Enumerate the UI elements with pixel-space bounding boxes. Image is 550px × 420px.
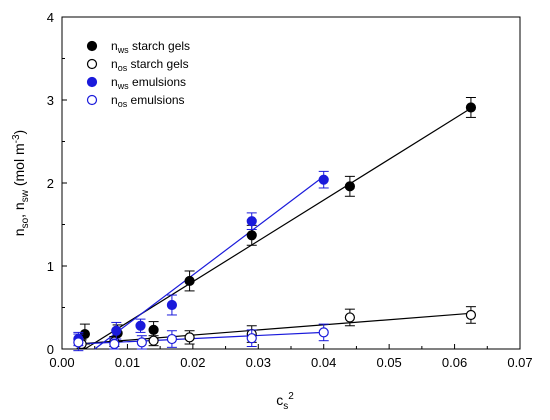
data-point [184, 275, 195, 287]
legend-marker [86, 58, 98, 70]
data-point [166, 333, 178, 345]
fit-line [94, 175, 325, 350]
x-tick-label: 0.07 [507, 355, 532, 370]
legend-marker [86, 40, 98, 52]
legend-marker [86, 94, 98, 106]
data-point [109, 338, 120, 350]
axis-titles: cs2 nso, nsw (mol m-3) [11, 130, 294, 412]
data-point [136, 337, 147, 348]
legend-marker [86, 76, 98, 88]
data-point [318, 174, 329, 185]
legend: nws starch gels nos starch gels nws emulsi… [86, 39, 190, 109]
y-tick-label: 2 [47, 176, 54, 191]
data-point [148, 335, 159, 346]
data-point [246, 230, 257, 241]
x-tick-label: 0.05 [376, 355, 401, 370]
x-tick-label: 0.03 [246, 355, 271, 370]
data-point [184, 332, 195, 343]
data-point [135, 320, 146, 331]
legend-label: nws starch gels [111, 39, 190, 55]
data-point [344, 312, 355, 323]
legend-label: nos emulsions [111, 93, 185, 109]
legend-label: nws emulsions [111, 75, 186, 91]
data-point [73, 337, 84, 348]
data-points [73, 97, 477, 352]
data-point [465, 102, 477, 113]
data-point [318, 327, 329, 338]
x-tick-label: 0.01 [115, 355, 140, 370]
x-tick-label: 0.02 [180, 355, 205, 370]
data-point [246, 216, 257, 227]
x-axis-title: cs2 [276, 391, 294, 412]
data-point [465, 309, 477, 321]
fit-line [84, 107, 472, 350]
fit-lines [78, 107, 472, 350]
y-axis-title: nso, nsw (mol m-3) [11, 130, 31, 236]
x-tick-label: 0.00 [49, 355, 74, 370]
y-tick-label: 1 [47, 259, 54, 274]
data-point [111, 325, 122, 336]
x-tick-label: 0.04 [311, 355, 336, 370]
data-point [246, 333, 257, 344]
data-point [344, 181, 355, 192]
y-tick-label: 4 [47, 10, 54, 25]
y-tick-label: 3 [47, 93, 54, 108]
axes: 0.00 0.01 0.02 0.03 0.04 0.05 0.06 0.07 0 1 2 3 4 [47, 10, 533, 370]
y-tick-label: 0 [47, 342, 54, 357]
legend-label: nos starch gels [111, 57, 189, 73]
data-point [148, 324, 159, 336]
data-point [166, 299, 178, 311]
x-tick-label: 0.06 [442, 355, 467, 370]
